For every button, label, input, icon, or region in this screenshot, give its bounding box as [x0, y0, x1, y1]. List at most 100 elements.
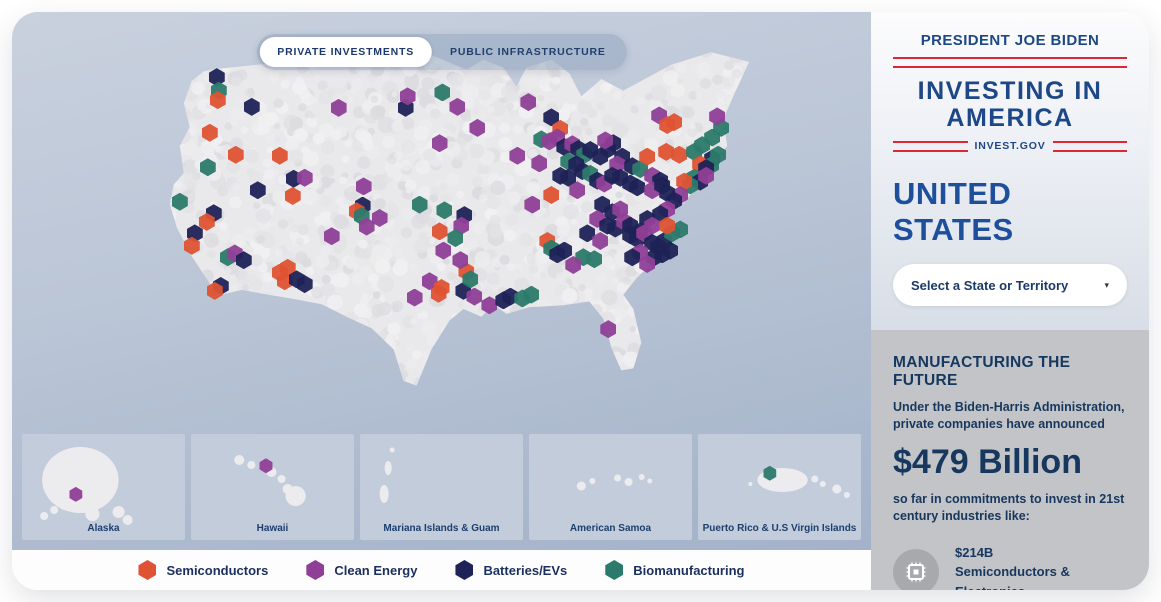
state-select-dropdown[interactable]: Select a State or Territory ▾	[893, 264, 1127, 306]
investment-marker[interactable]	[296, 275, 313, 294]
investment-marker[interactable]	[271, 146, 288, 165]
investment-marker[interactable]	[399, 87, 416, 106]
toggle-public-infrastructure[interactable]: PUBLIC INFRASTRUCTURE	[432, 37, 624, 67]
investment-marker[interactable]	[509, 146, 526, 165]
region-title: UNITED STATES	[893, 176, 1014, 247]
continental-us-map	[12, 12, 871, 424]
investment-marker[interactable]	[183, 236, 200, 255]
investment-marker[interactable]	[462, 270, 479, 289]
investment-marker[interactable]	[249, 181, 266, 200]
investment-marker[interactable]	[434, 83, 451, 102]
investment-marker[interactable]	[579, 224, 596, 243]
investment-marker[interactable]	[452, 251, 469, 270]
investment-marker[interactable]	[243, 97, 260, 116]
investment-marker[interactable]	[556, 241, 573, 260]
investment-marker[interactable]	[201, 123, 218, 142]
panel-heading: MANUFACTURING THE FUTURE	[893, 354, 1071, 389]
inset-mariana-guam: Mariana Islands & Guam	[360, 434, 523, 540]
investment-marker[interactable]	[597, 131, 614, 150]
semiconductors-hex-icon	[138, 560, 157, 580]
investment-marker[interactable]	[259, 458, 273, 474]
chevron-down-icon: ▾	[1104, 279, 1109, 290]
investment-marker[interactable]	[431, 222, 448, 241]
investment-marker[interactable]	[565, 255, 582, 274]
inset-label-puerto-rico-usvi: Puerto Rico & U.S Virgin Islands	[702, 523, 857, 534]
investment-marker[interactable]	[659, 216, 676, 235]
investment-marker[interactable]	[672, 220, 689, 239]
investment-marker[interactable]	[481, 296, 498, 315]
investment-marker[interactable]	[569, 181, 586, 200]
investment-marker[interactable]	[171, 192, 188, 211]
invest-gov-label: INVEST.GOV	[974, 140, 1046, 152]
investment-marker[interactable]	[208, 68, 225, 87]
logo-line-1: INVESTING IN	[917, 77, 1103, 105]
investment-marker[interactable]	[199, 158, 216, 177]
investment-marker[interactable]	[469, 118, 486, 137]
investment-marker[interactable]	[658, 142, 675, 161]
investment-marker[interactable]	[436, 201, 453, 220]
investment-marker[interactable]	[430, 284, 447, 303]
investment-marker[interactable]	[659, 184, 676, 203]
investment-marker[interactable]	[466, 287, 483, 306]
investment-marker[interactable]	[639, 147, 656, 166]
legend-item-semiconductors: Semiconductors	[138, 560, 268, 580]
investment-marker[interactable]	[624, 248, 641, 267]
investment-markers-layer	[12, 12, 871, 424]
territory-insets: Alaska Hawaii Mariana	[22, 434, 861, 540]
investment-marker[interactable]	[296, 168, 313, 187]
stat-text: $214B Semiconductors & Electronics	[955, 543, 1127, 591]
investment-marker[interactable]	[543, 108, 560, 127]
investment-marker[interactable]	[358, 217, 375, 236]
legend-label: Batteries/EVs	[483, 562, 568, 578]
investment-marker[interactable]	[449, 97, 466, 116]
investment-marker[interactable]	[592, 231, 609, 250]
legend-label: Clean Energy	[334, 562, 418, 578]
investment-marker[interactable]	[355, 177, 372, 196]
investment-marker[interactable]	[323, 227, 340, 246]
investment-marker[interactable]	[600, 320, 617, 339]
investment-marker[interactable]	[629, 178, 646, 197]
hawaii-map	[234, 455, 306, 506]
investment-marker[interactable]	[523, 285, 540, 304]
investment-marker[interactable]	[447, 229, 464, 248]
us-map-area: PRIVATE INVESTMENTS PUBLIC INFRASTRUCTUR…	[12, 12, 871, 550]
investment-marker[interactable]	[371, 209, 388, 227]
investment-marker[interactable]	[560, 168, 577, 187]
investment-marker[interactable]	[411, 195, 428, 214]
investment-marker[interactable]	[435, 241, 452, 260]
investment-marker[interactable]	[330, 98, 347, 117]
investment-marker[interactable]	[69, 486, 83, 502]
president-eyebrow: PRESIDENT JOE BIDEN	[920, 32, 1100, 49]
investment-marker[interactable]	[520, 93, 537, 112]
investment-marker[interactable]	[431, 134, 448, 153]
investment-marker[interactable]	[406, 288, 423, 307]
legend-item-clean-energy: Clean Energy	[306, 560, 417, 580]
investment-marker[interactable]	[639, 254, 656, 273]
investment-marker[interactable]	[227, 145, 244, 164]
investment-marker[interactable]	[709, 107, 726, 126]
investment-marker[interactable]	[198, 212, 215, 231]
legend-label: Biomanufacturing	[633, 562, 745, 578]
investment-marker[interactable]	[586, 250, 603, 269]
investment-marker[interactable]	[206, 281, 223, 300]
investment-marker[interactable]	[543, 186, 560, 204]
invest-gov-card: PRIVATE INVESTMENTS PUBLIC INFRASTRUCTUR…	[12, 12, 1149, 590]
investment-marker[interactable]	[666, 113, 683, 132]
clean-energy-hex-icon	[306, 560, 325, 580]
investment-marker[interactable]	[531, 154, 548, 173]
inset-hawaii: Hawaii	[191, 434, 354, 540]
investment-marker[interactable]	[279, 258, 296, 277]
investment-marker[interactable]	[209, 91, 226, 110]
toggle-private-investments[interactable]: PRIVATE INVESTMENTS	[259, 37, 433, 67]
investment-stats-list: $214B Semiconductors & Electronics	[893, 543, 1127, 591]
investment-marker[interactable]	[763, 465, 777, 481]
investment-marker[interactable]	[524, 195, 541, 214]
manufacturing-panel: MANUFACTURING THE FUTURE Under the Biden…	[871, 330, 1149, 590]
investment-marker[interactable]	[284, 186, 301, 205]
investment-marker[interactable]	[453, 216, 470, 235]
investment-marker[interactable]	[671, 145, 688, 164]
inset-label-american-samoa: American Samoa	[569, 523, 652, 534]
investment-marker[interactable]	[698, 166, 715, 185]
investment-marker[interactable]	[235, 251, 252, 270]
stat-amount: $214B	[955, 544, 994, 560]
